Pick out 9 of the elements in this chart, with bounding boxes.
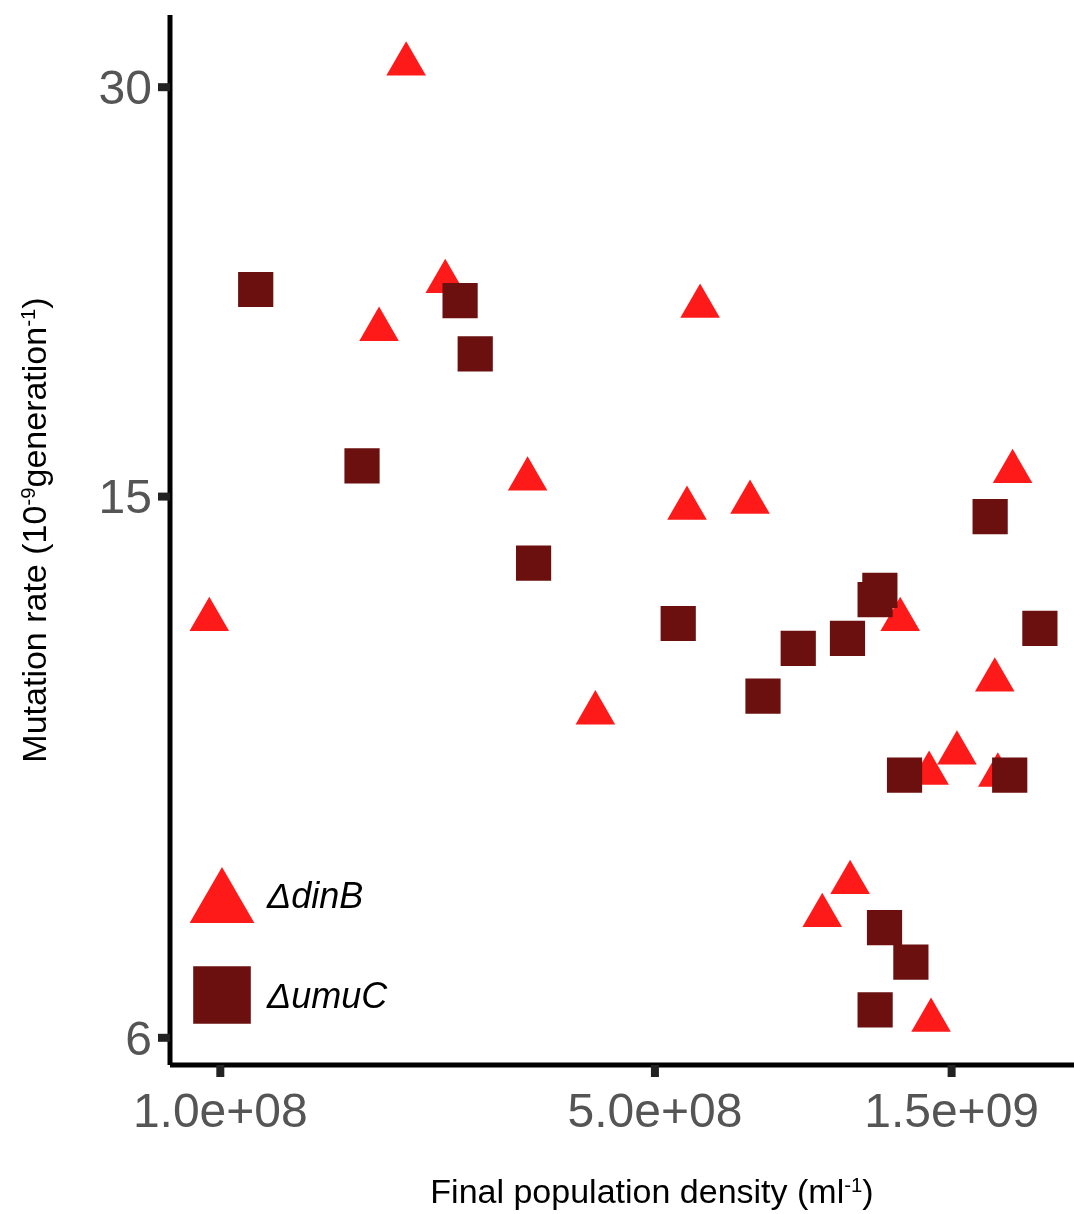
y-tick-label: 6 (125, 1011, 152, 1065)
legend-label: ΔdinB (266, 874, 364, 916)
y-tick-label: 15 (98, 470, 152, 524)
x-tick-label: 1.0e+08 (132, 1084, 308, 1137)
legend-label: ΔumuC (266, 974, 389, 1016)
x-tick-label: 5.0e+08 (567, 1084, 743, 1137)
y-tick-label: 30 (98, 60, 152, 114)
x-tick-label: 1.5e+09 (864, 1084, 1040, 1137)
x-axis-title: Final population density (ml$^{-1}$) (430, 1172, 874, 1210)
